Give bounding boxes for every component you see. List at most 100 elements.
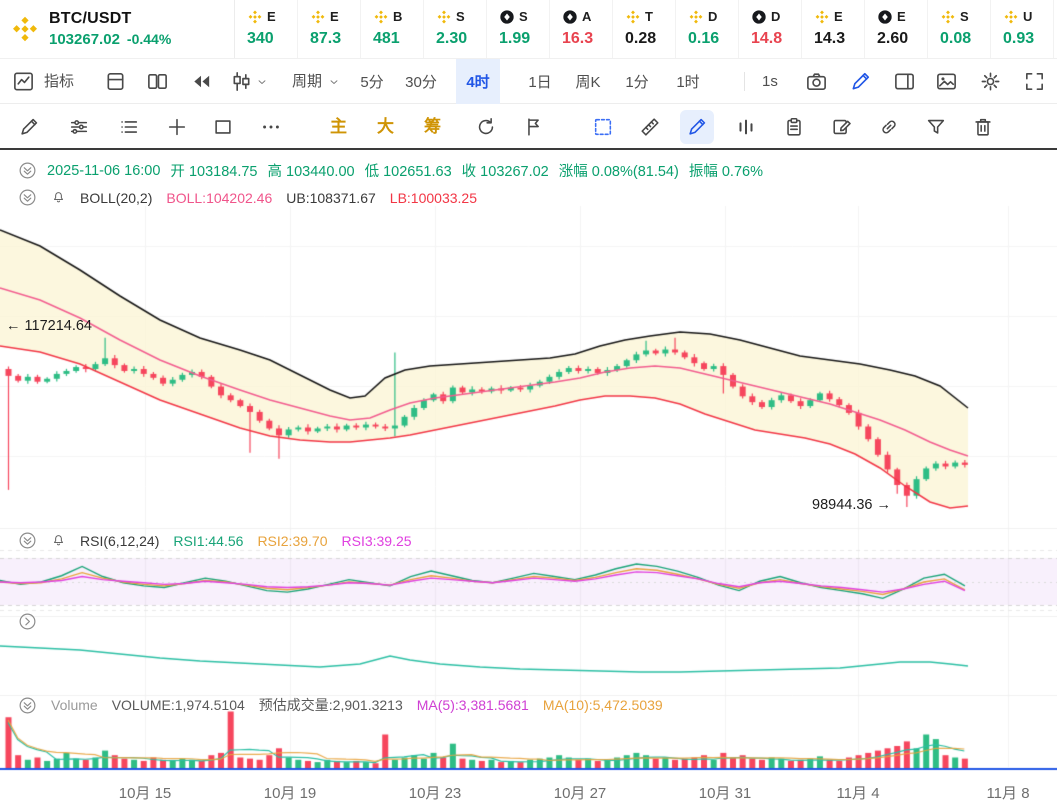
indicators-button[interactable]: 指标 [44,73,75,90]
tile-price: 87.3 [310,30,342,47]
ticker-tile[interactable]: S 2.30 [424,0,487,58]
ticker-tile-strip: E 340 E 87.3 B 481 S 2.30 S 1.99 A 16.3 T 0.28 D 0.16 D 1… [235,0,1057,58]
ticker-tile[interactable]: D 0.16 [676,0,739,58]
ticker-tile[interactable]: D 14.8 [739,0,802,58]
ticker-tile[interactable]: E 2.60 [865,0,928,58]
chips-button[interactable]: 筹 [424,117,441,136]
timeframe-5[interactable]: 周K [575,74,601,91]
collapse-boll-icon[interactable] [18,188,37,207]
candle-type-icon[interactable] [230,70,253,93]
screenshot-icon[interactable] [805,70,828,93]
x-axis-label: 10月 27 [553,785,607,802]
candle-info-bar: 2025-11-06 16:00 开 103184.75 高 103440.00… [18,160,763,181]
tile-price: 340 [247,30,274,47]
tile-symbol: S [456,9,465,24]
x-axis-label: 11月 8 [986,785,1030,802]
collapse-main-icon[interactable] [18,161,37,180]
select-region-icon[interactable] [586,110,620,144]
boll-alert-bell-icon[interactable] [51,190,66,205]
tile-symbol: S [519,9,528,24]
tile-price: 14.3 [814,30,846,47]
candle-close: 收 103267.02 [461,164,549,180]
tile-symbol: D [708,9,718,24]
drawing-toolbar: 主 大 筹 [0,104,1057,150]
boll-ub-value: UB:108371.67 [286,189,376,206]
draw-pen-icon[interactable] [680,110,714,144]
replay-icon[interactable] [190,70,213,93]
binance-coin-icon [940,9,956,25]
more-tools-icon[interactable] [254,110,288,144]
chart-image-icon[interactable] [935,70,958,93]
large-view-button[interactable]: 大 [377,117,394,136]
price-change-pct: -0.44% [126,31,172,47]
fullscreen-icon[interactable] [1023,70,1046,93]
period-dropdown[interactable]: 周期 [292,73,323,90]
main-ticker[interactable]: BTC/USDT 103267.02 -0.44% [0,0,235,58]
tile-symbol: S [960,9,969,24]
ticker-tile[interactable]: E 14.3 [802,0,865,58]
settings-gear-icon[interactable] [979,70,1002,93]
rsi-alert-bell-icon[interactable] [51,533,66,548]
draw-mode-icon[interactable] [849,70,872,93]
collapse-rsi-icon[interactable] [18,531,37,550]
timeframe-2[interactable]: 30分 [405,74,437,91]
measure-ruler-icon[interactable] [633,110,667,144]
rsi3-value: RSI3:39.25 [341,532,412,549]
multi-chart-icon[interactable] [146,70,169,93]
clipboard-icon[interactable] [777,110,811,144]
candle-amplitude: 振幅 0.76% [688,164,763,180]
rectangle-tool-icon[interactable] [206,110,240,144]
link-tool-icon[interactable] [872,110,906,144]
coin-icon [499,9,515,25]
binance-coin-icon [310,9,326,25]
tile-price: 1.99 [499,30,531,47]
adjust-sliders-icon[interactable] [62,110,96,144]
binance-coin-icon [688,9,704,25]
tile-price: 0.28 [625,30,657,47]
ticker-tile[interactable]: E 340 [235,0,298,58]
tile-price: 481 [373,30,400,47]
side-panel-icon[interactable] [893,70,916,93]
expand-aux-icon[interactable] [18,612,37,631]
ticker-tile[interactable]: B 481 [361,0,424,58]
ticker-tile[interactable]: E 87.3 [298,0,361,58]
filter-funnel-icon[interactable] [919,110,953,144]
candle-type-chevron-icon[interactable] [256,76,268,88]
main-chart-button[interactable]: 主 [330,117,347,136]
collapse-volume-icon[interactable] [18,696,37,715]
refresh-icon[interactable] [469,110,503,144]
tile-symbol: E [897,9,906,24]
rsi-info-bar: RSI(6,12,24) RSI1:44.56 RSI2:39.70 RSI3:… [18,531,412,550]
pattern-bars-icon[interactable] [729,110,763,144]
period-chevron-icon[interactable] [328,76,340,88]
tile-symbol: A [582,9,592,24]
candle-open: 开 103184.75 [170,164,258,180]
ticker-tile[interactable]: T 0.28 [613,0,676,58]
flag-tool-icon[interactable] [517,110,551,144]
list-tool-icon[interactable] [112,110,146,144]
crosshair-plus-icon[interactable] [160,110,194,144]
seconds-timeframe[interactable]: 1s [762,73,778,90]
binance-coin-icon [814,9,830,25]
save-layout-icon[interactable] [104,70,127,93]
chart-panel-icon[interactable] [12,70,35,93]
timeframe-3[interactable]: 4时 [456,59,500,104]
ticker-tile[interactable]: A 16.3 [550,0,613,58]
tile-symbol: E [834,9,843,24]
delete-drawings-icon[interactable] [966,110,1000,144]
timeframe-7[interactable]: 1时 [676,74,700,91]
note-edit-icon[interactable] [825,110,859,144]
price-chart[interactable] [0,150,1057,774]
ticker-tile[interactable]: S 1.99 [487,0,550,58]
ticker-bar: BTC/USDT 103267.02 -0.44% E 340 E 87.3 B 481 S 2… [0,0,1057,59]
coin-icon [877,9,893,25]
ticker-tile[interactable]: U 0.93 [991,0,1054,58]
timeframe-1[interactable]: 5分 [360,74,384,91]
chart-region: 2025-11-06 16:00 开 103184.75 高 103440.00… [0,150,1057,774]
tile-price: 2.30 [436,30,468,47]
trend-line-icon[interactable] [12,110,46,144]
timeframe-4[interactable]: 1日 [528,74,552,91]
timeframe-6[interactable]: 1分 [625,74,649,91]
time-axis[interactable]: 10月 15 10月 19 10月 23 10月 27 10月 31 11月 4 11月 8 [0,774,1057,809]
ticker-tile[interactable]: S 0.08 [928,0,991,58]
